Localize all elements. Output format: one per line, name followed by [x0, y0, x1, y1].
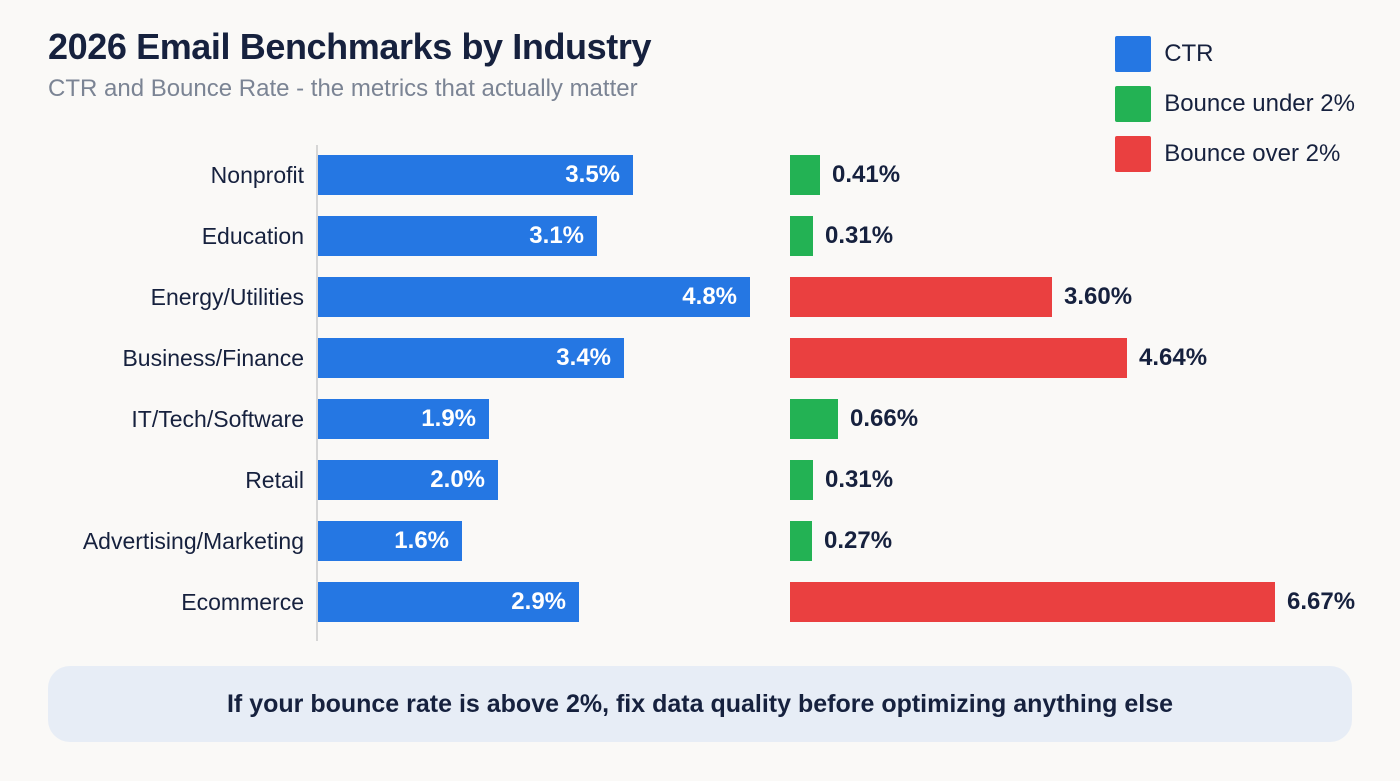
ctr-bar-value: 3.1%	[529, 222, 584, 249]
ctr-bar-value: 2.9%	[511, 588, 566, 615]
legend-item[interactable]: Bounce over 2%	[1115, 136, 1340, 172]
bounce-bar[interactable]	[790, 277, 1052, 317]
bounce-bar-group: 0.41%	[790, 155, 900, 195]
chart-row: Energy/Utilities 4.8% 3.60%	[0, 277, 1400, 317]
legend-item-label: CTR	[1164, 40, 1214, 67]
bounce-bar-value: 0.66%	[850, 405, 919, 432]
ctr-bar[interactable]: 3.1%	[318, 216, 597, 256]
category-label: IT/Tech/Software	[131, 406, 304, 432]
chart-row: IT/Tech/Software 1.9% 0.66%	[0, 399, 1400, 439]
ctr-bar-value: 1.9%	[421, 405, 476, 432]
bounce-bar[interactable]	[790, 338, 1127, 378]
bounce-bar-value: 0.27%	[824, 527, 893, 554]
bounce-bar[interactable]	[790, 582, 1275, 622]
legend-item[interactable]: Bounce under 2%	[1115, 86, 1355, 122]
ctr-bar-value: 4.8%	[682, 283, 737, 310]
chart-row: Business/Finance 3.4% 4.64%	[0, 338, 1400, 378]
page-subtitle: CTR and Bounce Rate - the metrics that a…	[48, 75, 638, 103]
category-label: Advertising/Marketing	[82, 528, 304, 554]
bounce-bar-group: 6.67%	[790, 582, 1355, 622]
bounce-bar[interactable]	[790, 155, 820, 195]
chart-legend: CTR Bounce under 2% Bounce over 2%	[1115, 36, 1355, 172]
ctr-bar[interactable]: 3.4%	[318, 338, 624, 378]
ctr-bar[interactable]: 2.0%	[318, 460, 498, 500]
bounce-bar-group: 3.60%	[790, 277, 1132, 317]
bounce-bar-value: 0.31%	[825, 222, 894, 249]
page-title: 2026 Email Benchmarks by Industry	[48, 26, 652, 67]
chart-row: Education 3.1% 0.31%	[0, 216, 1400, 256]
legend-item[interactable]: CTR	[1115, 36, 1214, 72]
legend-swatch-bounce-under	[1115, 86, 1152, 122]
bounce-bar-group: 0.66%	[790, 399, 918, 439]
insight-banner-text: If your bounce rate is above 2%, fix dat…	[226, 689, 1174, 718]
bounce-bar[interactable]	[790, 216, 813, 256]
ctr-bar-value: 3.5%	[565, 161, 620, 188]
bounce-bar-value: 0.41%	[832, 161, 901, 188]
chart-header: 2026 Email Benchmarks by Industry CTR an…	[48, 26, 1048, 104]
ctr-bar-value: 2.0%	[430, 466, 485, 493]
ctr-bar[interactable]: 1.6%	[318, 521, 462, 561]
legend-item-label: Bounce under 2%	[1164, 90, 1355, 117]
category-label: Ecommerce	[181, 589, 304, 615]
ctr-bar-value: 3.4%	[556, 344, 611, 371]
chart-row: Advertising/Marketing 1.6% 0.27%	[0, 521, 1400, 561]
bounce-bar-value: 0.31%	[825, 466, 894, 493]
category-label: Retail	[245, 467, 304, 493]
ctr-bar[interactable]: 3.5%	[318, 155, 633, 195]
insight-banner: If your bounce rate is above 2%, fix dat…	[48, 666, 1352, 742]
bounce-bar[interactable]	[790, 460, 813, 500]
category-label: Nonprofit	[210, 162, 304, 188]
legend-item-label: Bounce over 2%	[1164, 140, 1341, 167]
legend-swatch-bounce-over	[1115, 136, 1152, 172]
ctr-bar[interactable]: 1.9%	[318, 399, 489, 439]
bounce-bar[interactable]	[790, 521, 812, 561]
bounce-bar-group: 0.31%	[790, 216, 893, 256]
category-label: Business/Finance	[122, 345, 304, 371]
chart-row: Retail 2.0% 0.31%	[0, 460, 1400, 500]
bounce-bar-group: 4.64%	[790, 338, 1207, 378]
ctr-bar-value: 1.6%	[394, 527, 449, 554]
bounce-bar-value: 3.60%	[1064, 283, 1133, 310]
category-label: Education	[201, 223, 304, 249]
ctr-bar[interactable]: 4.8%	[318, 277, 750, 317]
bounce-bar-value: 6.67%	[1287, 588, 1356, 615]
bounce-bar-value: 4.64%	[1139, 344, 1208, 371]
legend-swatch-ctr	[1115, 36, 1152, 72]
bounce-bar[interactable]	[790, 399, 838, 439]
category-label: Energy/Utilities	[150, 284, 304, 310]
bounce-bar-group: 0.31%	[790, 460, 893, 500]
ctr-bar[interactable]: 2.9%	[318, 582, 579, 622]
chart-row: Nonprofit 3.5% 0.41%	[0, 155, 1400, 195]
chart-row: Ecommerce 2.9% 6.67%	[0, 582, 1400, 622]
chart-plot-area: Nonprofit 3.5% 0.41% Education 3.1% 0.31% Ener…	[0, 145, 1400, 641]
y-axis-line	[316, 145, 318, 641]
bounce-bar-group: 0.27%	[790, 521, 892, 561]
